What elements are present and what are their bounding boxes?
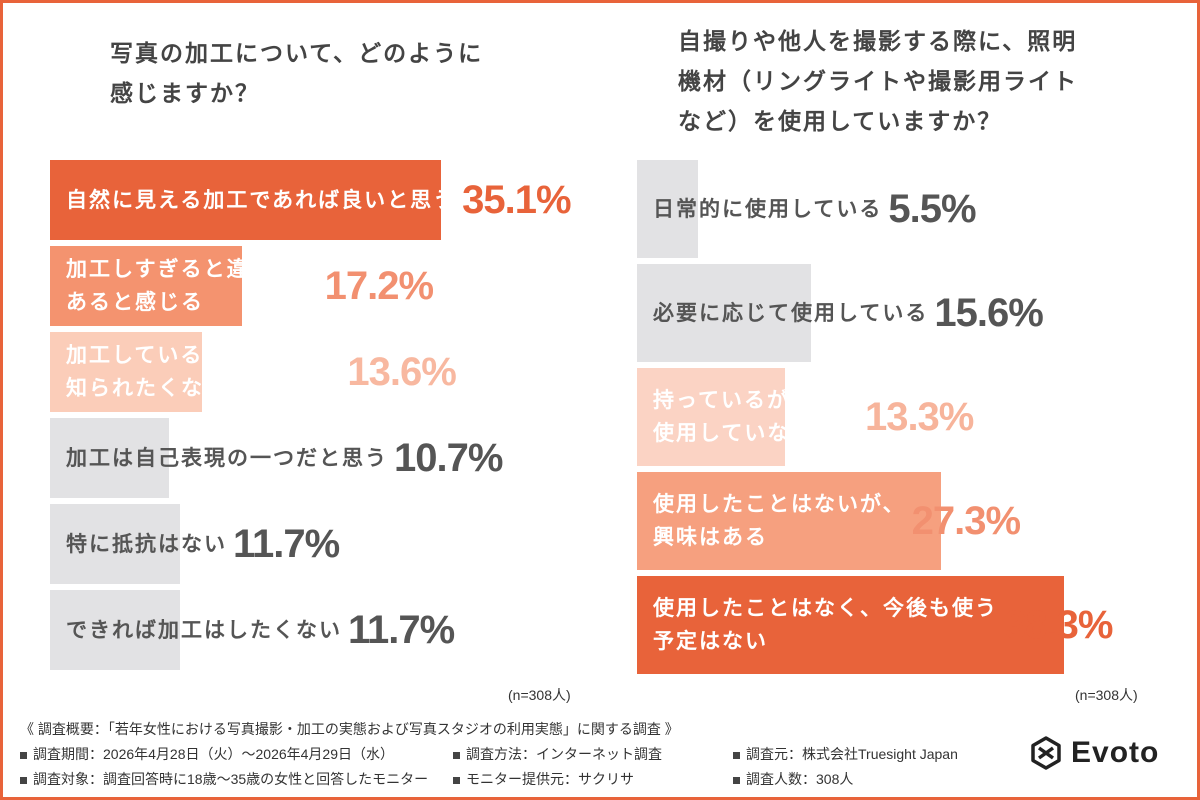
value-label: 17.2% xyxy=(324,263,434,308)
bar-row: 自然に見える加工であれば良いと思う 35.1% xyxy=(66,160,572,240)
category-label: できれば加工はしたくない xyxy=(66,618,342,642)
footer-item: 調査対象：調査回答時に18歳〜35歳の女性と回答したモニター xyxy=(20,769,428,789)
bar-row: 持っているがあまり 使用していない 13.3% xyxy=(653,368,974,466)
sample-note: (n=308人) xyxy=(1075,687,1138,703)
chart-title: 自撮りや他人を撮影する際に、照明 機材（リングライトや撮影用ライト など）を使用… xyxy=(678,28,1078,134)
chart-title: 写真の加工について、どのように 感じますか？ xyxy=(110,40,484,106)
bullet xyxy=(733,776,740,784)
category-label: 自然に見える加工であれば良いと思う xyxy=(66,188,457,212)
value-label: 10.7% xyxy=(394,435,503,480)
value-label: 15.6% xyxy=(934,290,1043,335)
category-label: 日常的に使用している xyxy=(653,197,883,221)
bar xyxy=(50,160,442,240)
bar-row: できれば加工はしたくない 11.7% xyxy=(66,590,455,670)
bar xyxy=(637,576,1065,674)
footer-text: 調査元：株式会社Truesight Japan xyxy=(746,746,958,762)
value-label: 35.1% xyxy=(462,177,571,222)
brand: Evoto xyxy=(1031,736,1159,770)
footer-item: モニター提供元：サクリサ xyxy=(453,769,634,789)
bullet xyxy=(20,776,27,784)
value-label: 11.7% xyxy=(233,521,340,566)
footer-text: 調査期間：2026年4月28日（火）〜2026年4月29日（水） xyxy=(33,746,395,762)
brand-icon xyxy=(1031,736,1061,770)
footer-text: モニター提供元：サクリサ xyxy=(466,771,634,787)
bullet xyxy=(453,751,460,759)
value-label: 27.3% xyxy=(911,498,1021,543)
bar xyxy=(637,160,699,258)
value-label: 5.5% xyxy=(888,186,976,231)
bullet xyxy=(733,751,740,759)
category-label: 加工しすぎると違和感が あると感じる xyxy=(66,258,319,314)
category-label: 加工していることを他人に 知られたくない xyxy=(66,344,342,400)
footer-item: 調査人数：308人 xyxy=(733,769,853,789)
footer-item: 調査期間：2026年4月28日（火）〜2026年4月29日（水） xyxy=(20,744,394,764)
footer-item: 調査元：株式会社Truesight Japan xyxy=(733,744,958,764)
value-label: 38.3% xyxy=(1004,602,1113,647)
bullet xyxy=(453,776,460,784)
footer-text: 調査対象：調査回答時に18歳〜35歳の女性と回答したモニター xyxy=(33,771,429,787)
category-label: 加工は自己表現の一つだと思う xyxy=(66,446,388,470)
bar xyxy=(50,332,202,412)
footer-text: 調査方法：インターネット調査 xyxy=(466,746,662,762)
bullet xyxy=(20,751,27,759)
bar xyxy=(50,246,242,326)
footer-item: 調査方法：インターネット調査 xyxy=(453,744,662,764)
category-label: 持っているがあまり 使用していない xyxy=(653,389,859,445)
bar-row: 使用したことはないが、 興味はある 27.3% xyxy=(653,472,1021,570)
sample-note: (n=308人) xyxy=(508,687,571,703)
category-label: 特に抵抗はない xyxy=(66,532,227,556)
category-label: 使用したことはなく、今後も使う 予定はない xyxy=(653,597,998,653)
value-label: 13.6% xyxy=(347,349,456,394)
bar xyxy=(637,264,811,362)
bar xyxy=(50,418,170,498)
value-label: 11.7% xyxy=(348,607,455,652)
category-label: 使用したことはないが、 興味はある xyxy=(653,493,906,549)
bar-row: 必要に応じて使用している 15.6% xyxy=(653,264,1044,362)
footer-text: 調査人数：308人 xyxy=(746,771,854,787)
bar-row: 加工していることを他人に 知られたくない 13.6% xyxy=(66,332,457,412)
bar xyxy=(637,472,942,570)
footer-heading: 《 調査概要：「若年女性における写真撮影・加工の実態および写真スタジオの利用実態… xyxy=(20,721,679,737)
category-label: 必要に応じて使用している xyxy=(653,301,929,325)
bar xyxy=(50,504,181,584)
bar-row: 加工は自己表現の一つだと思う 10.7% xyxy=(66,418,503,498)
value-label: 13.3% xyxy=(864,394,974,439)
bar-row: 日常的に使用している 5.5% xyxy=(653,160,977,258)
bar xyxy=(50,590,181,670)
bar xyxy=(637,368,786,466)
brand-name: Evoto xyxy=(1071,736,1160,769)
bar-row: 特に抵抗はない 11.7% xyxy=(66,504,340,584)
bar-row: 使用したことはなく、今後も使う 予定はない 38.3% xyxy=(653,576,1113,674)
bar-row: 加工しすぎると違和感が あると感じる 17.2% xyxy=(66,246,434,326)
